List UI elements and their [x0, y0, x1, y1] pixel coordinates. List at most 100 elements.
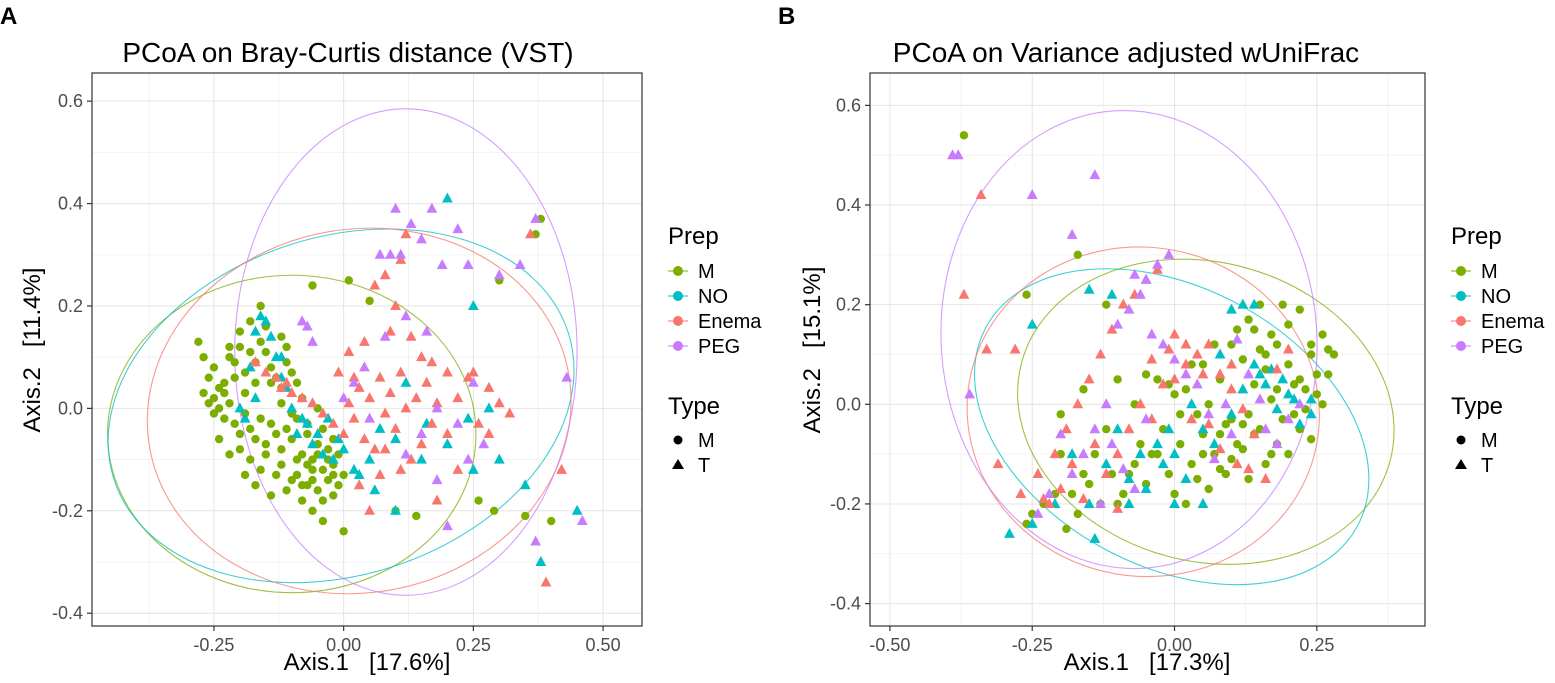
panel-b-point-peg-t	[1254, 393, 1266, 404]
panel-a-point-m-m	[282, 486, 291, 495]
panel-b-point-enema-t	[1186, 413, 1198, 424]
panel-b-point-no-t	[1226, 408, 1237, 419]
panel-b-point-enema-t	[1015, 487, 1027, 498]
panel-a-point-m-m	[474, 496, 483, 505]
legend-b-type-m-label: M	[1481, 430, 1498, 452]
panel-b-point-no-t	[1004, 527, 1015, 538]
panel-b-point-peg-t	[1095, 497, 1106, 508]
panel-a-point-m-m	[256, 301, 265, 311]
panel-a-point-peg-t	[364, 412, 375, 423]
panel-a-point-no-t	[265, 330, 277, 341]
panel-a-point-m-m	[225, 352, 234, 362]
panel-a-point-m-m	[235, 445, 245, 454]
panel-b-point-no-t	[1214, 348, 1226, 359]
panel-a-point-m-m	[412, 511, 421, 521]
panel-a-point-enema-t	[504, 407, 516, 418]
panel-a-legend-type-title: Type	[668, 393, 720, 420]
panel-a-point-m-m	[240, 470, 250, 480]
panel-a-point-peg-t	[307, 335, 318, 346]
legend-b-prep-peg-dot	[1456, 341, 1466, 351]
panel-b-point-peg-t	[1129, 482, 1141, 493]
panel-a-point-m-m	[489, 506, 499, 515]
legend-b-prep-no: NO	[1451, 286, 1511, 308]
panel-a-y-tick-label: -0.2	[52, 501, 83, 521]
panel-a-point-peg-t	[338, 392, 350, 403]
panel-b-point-m-m	[1079, 469, 1088, 479]
panel-b-point-m-m	[1170, 489, 1179, 499]
panel-a-point-enema-t	[442, 427, 453, 438]
panel-b-point-peg-t	[1140, 273, 1152, 284]
panel-a-point-no-t	[317, 448, 329, 459]
panel-b-point-enema-t	[1089, 438, 1101, 449]
panel-b-point-m-m	[1272, 385, 1282, 394]
panel-b-point-peg-t	[1117, 463, 1129, 474]
panel-a-point-enema-t	[343, 397, 355, 408]
panel-b-point-enema-t	[1203, 338, 1215, 349]
panel-a-point-enema-t	[416, 351, 427, 362]
panel-b-point-no-t	[1169, 497, 1180, 508]
panel-a-point-enema-t	[327, 417, 339, 428]
legend-b-prep-enema: Enema	[1451, 311, 1545, 333]
panel-b-point-enema-t	[975, 189, 987, 200]
panel-a-point-m-m	[339, 527, 348, 536]
panel-a-point-peg-t	[301, 320, 313, 331]
panel-b-point-m-m	[1289, 410, 1299, 419]
panel-a-point-m-m	[282, 342, 291, 352]
panel-b-point-m-m	[1250, 380, 1259, 389]
panel-a-point-m-m	[235, 429, 245, 439]
panel-b-ellipses	[940, 109, 1395, 586]
panel-b-point-no-t	[1140, 482, 1152, 493]
panel-a-point-m-m	[261, 347, 271, 357]
legend-prep-enema: Enema	[668, 311, 762, 333]
panel-a-legend: Prep M NO Enema PEG Type M T	[668, 223, 762, 477]
panel-a-point-m-m	[240, 388, 250, 398]
panel-b-point-enema-t	[1078, 492, 1089, 503]
panel-a-point-enema-t	[442, 366, 453, 377]
panel-b-ellipse-m	[1017, 258, 1395, 565]
panel-b-point-no-t	[1026, 318, 1038, 329]
panel-b-point-enema-t	[1009, 343, 1021, 354]
panel-a-points	[194, 192, 588, 587]
panel-a-point-enema-t	[462, 371, 474, 382]
panel-b-point-no-t	[1282, 388, 1294, 399]
panel-a-point-peg-t	[426, 202, 438, 213]
panel-b-x-axis-label: Axis.1 [17.3%]	[1064, 649, 1231, 676]
panel-a-point-enema-t	[348, 371, 360, 382]
legend-b-prep-m: M	[1451, 261, 1498, 283]
panel-b-x-tick-label: 0.00	[1157, 635, 1192, 655]
panel-b-point-enema-t	[1163, 343, 1175, 354]
panel-a-point-enema-t	[286, 387, 298, 398]
panel-b-y-tick-label: 0.0	[836, 394, 861, 414]
panel-a-point-m-m	[209, 363, 219, 372]
panel-a-point-m-m	[246, 317, 255, 326]
panel-b-point-m-m	[1244, 315, 1253, 324]
panel-a-point-m-m	[220, 378, 229, 387]
panel-b-point-m-m	[1170, 390, 1179, 399]
panel-a-ellipse-no	[107, 228, 575, 584]
panel-b-points	[947, 131, 1339, 543]
panel-a-point-enema-t	[416, 438, 427, 449]
panel-a-point-no-t	[307, 438, 318, 449]
panel-a-point-m-m	[225, 450, 234, 459]
panel-b-point-enema-t	[1157, 378, 1169, 389]
panel-b-point-peg-t	[1066, 468, 1078, 479]
panel-a-point-enema-t	[405, 453, 417, 464]
panel-b-point-enema-t	[958, 288, 970, 299]
panel-a-point-m-m	[277, 399, 286, 408]
panel-a-point-m-m	[344, 276, 354, 285]
panel-a-point-enema-t	[400, 228, 412, 239]
legend-type-t-label: T	[698, 455, 710, 477]
panel-b-point-m-m	[1198, 449, 1208, 459]
panel-b-point-m-m	[1232, 325, 1242, 334]
panel-a-point-enema-t	[369, 279, 381, 290]
panel-b-title: PCoA on Variance adjusted wUniFrac	[893, 37, 1359, 68]
panel-a-point-enema-t	[270, 371, 282, 382]
panel-a-point-enema-t	[556, 463, 567, 474]
panel-b-point-no-t	[1260, 378, 1272, 389]
panel-a-point-m-m	[251, 480, 260, 490]
panel-b-point-peg-t	[1055, 428, 1067, 439]
panel-a-point-m-m	[297, 496, 307, 505]
panel-b-y-tick-label: 0.2	[836, 295, 861, 315]
legend-prep-m-dot	[673, 266, 683, 276]
panel-a-point-peg-t	[576, 515, 588, 526]
